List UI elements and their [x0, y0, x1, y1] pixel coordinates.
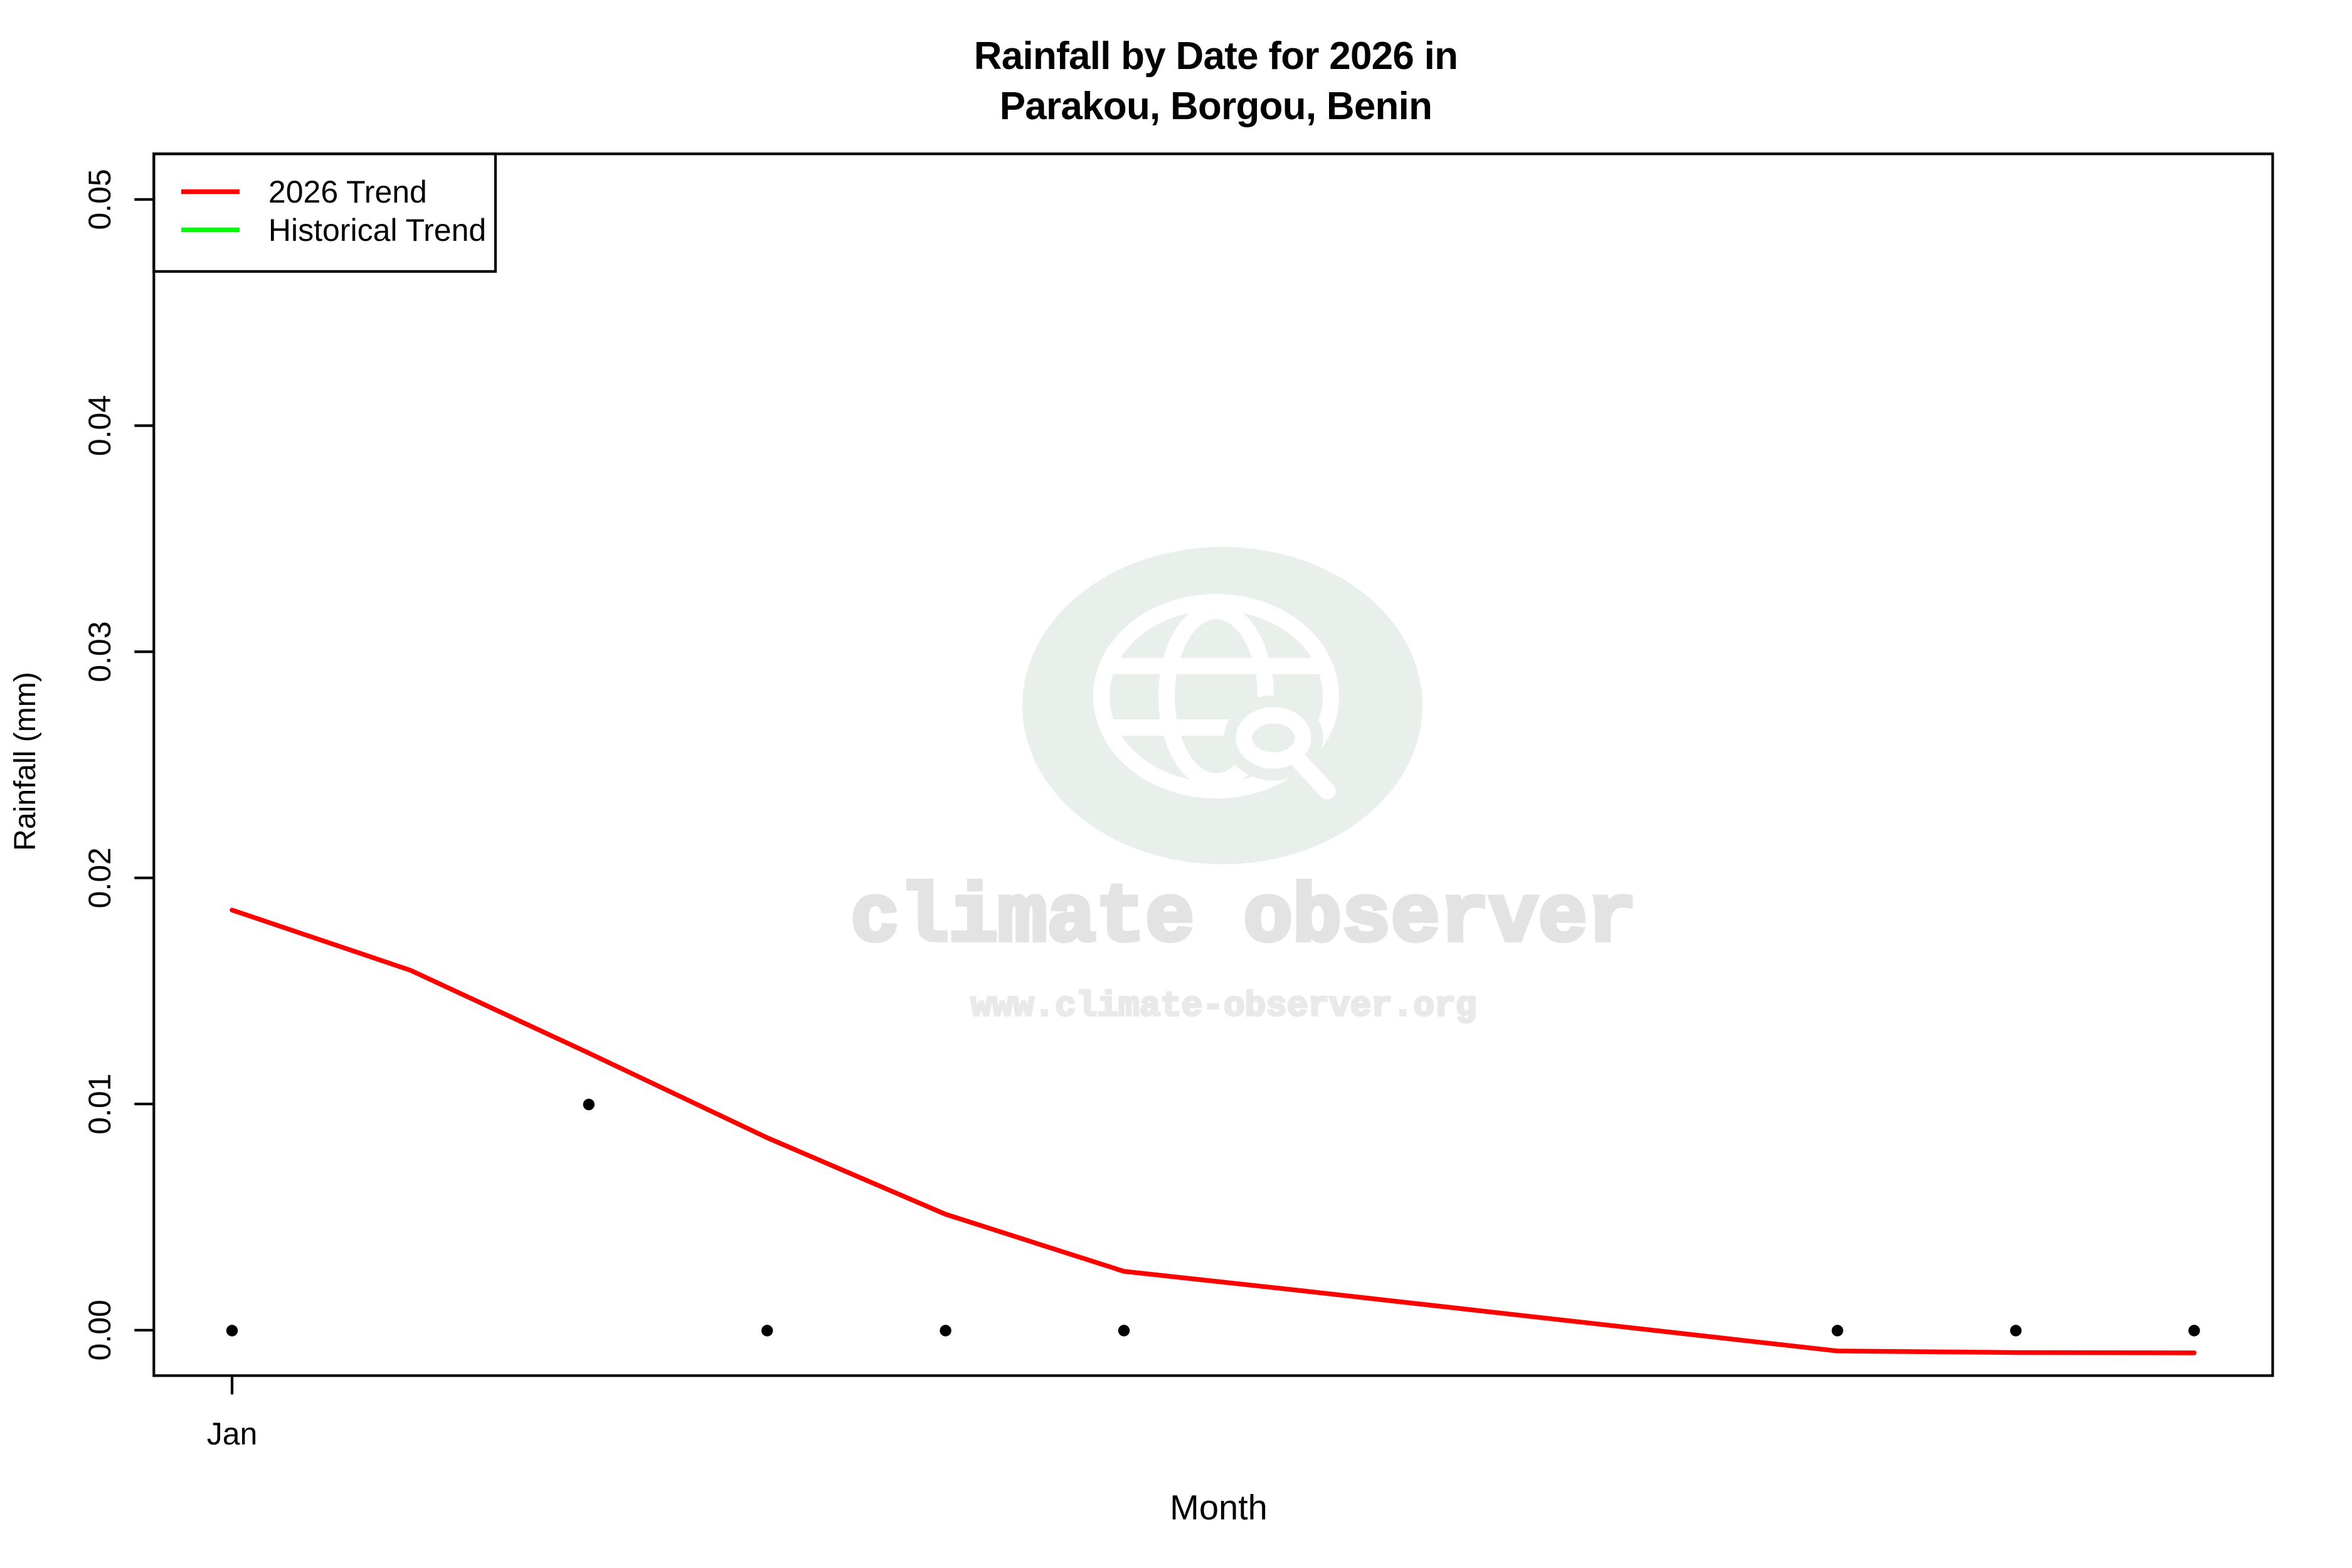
svg-text:climate observer: climate observer — [850, 872, 1636, 965]
svg-text:Rainfall (mm): Rainfall (mm) — [9, 672, 42, 850]
svg-text:Rainfall by Date for 2026 in: Rainfall by Date for 2026 in — [974, 34, 1458, 78]
svg-text:Jan: Jan — [207, 1416, 258, 1451]
svg-text:0.02: 0.02 — [82, 847, 117, 908]
svg-text:www.climate-observer.org: www.climate-observer.org — [971, 986, 1477, 1026]
svg-text:Historical Trend: Historical Trend — [268, 213, 486, 248]
svg-text:Month: Month — [1170, 1487, 1268, 1527]
svg-text:0.03: 0.03 — [82, 621, 117, 682]
svg-text:0.04: 0.04 — [82, 395, 117, 456]
svg-text:0.00: 0.00 — [82, 1300, 117, 1360]
svg-text:0.05: 0.05 — [82, 169, 117, 230]
svg-text:Parakou, Borgou, Benin: Parakou, Borgou, Benin — [1000, 85, 1433, 128]
svg-text:0.01: 0.01 — [82, 1074, 117, 1135]
svg-text:2026 Trend: 2026 Trend — [268, 174, 427, 209]
